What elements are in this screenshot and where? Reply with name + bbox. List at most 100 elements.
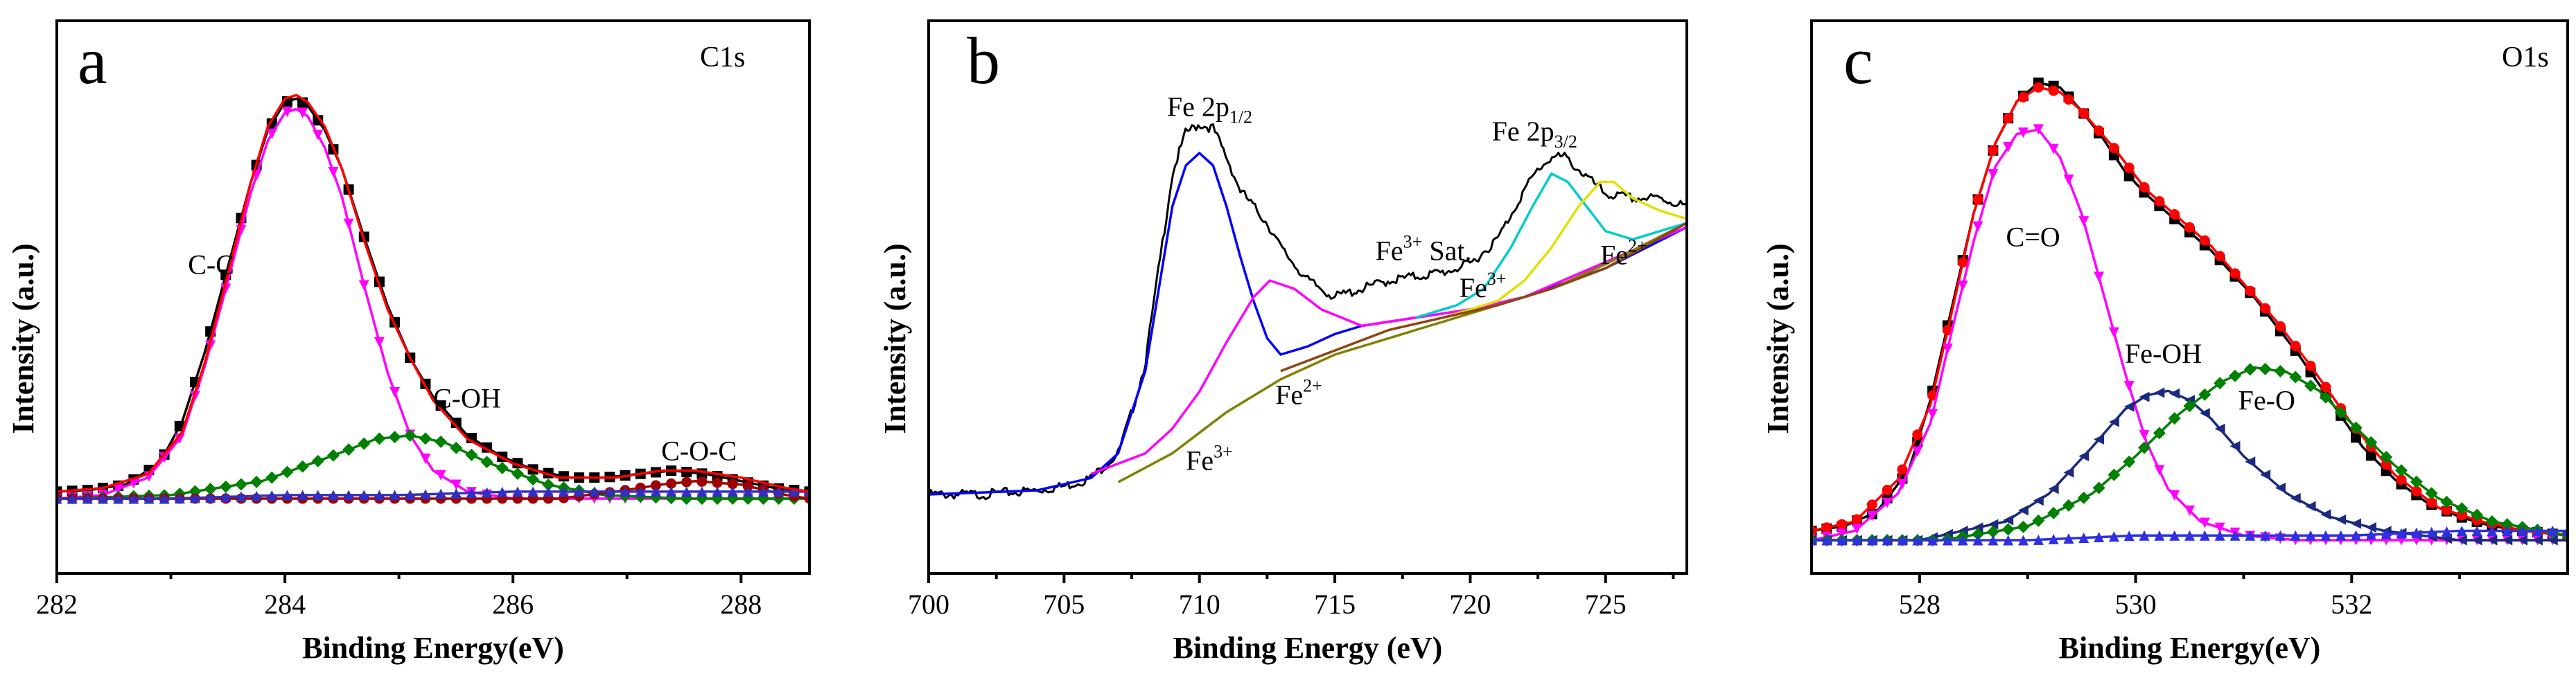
- data-point: [374, 337, 385, 348]
- data-point: [174, 493, 185, 504]
- data-point: [511, 467, 524, 480]
- data-point: [2062, 499, 2075, 512]
- data-point: [2154, 196, 2165, 207]
- data-point: [2229, 268, 2241, 279]
- data-point: [234, 478, 247, 491]
- data-point: [2365, 522, 2376, 533]
- data-point: [343, 218, 354, 229]
- data-point: [358, 437, 371, 450]
- data-point: [742, 481, 753, 492]
- data-point: [2547, 526, 2558, 537]
- data-point: [2425, 487, 2438, 500]
- data-point: [1866, 510, 1877, 521]
- data-point: [2033, 534, 2044, 545]
- data-point: [2123, 530, 2135, 542]
- data-point: [204, 483, 217, 496]
- data-point: [2017, 505, 2029, 516]
- data-point: [420, 453, 431, 464]
- data-point: [2169, 530, 2180, 541]
- data-point: [2517, 535, 2528, 546]
- data-point: [2456, 535, 2467, 546]
- data-point: [2381, 459, 2392, 470]
- data-point: [2169, 490, 2180, 501]
- data-point: [1942, 535, 1953, 546]
- data-point: [1882, 497, 1893, 508]
- data-point: [2139, 429, 2150, 440]
- data-point: [326, 449, 340, 462]
- data-point: [1837, 535, 1848, 546]
- data-point: [2154, 465, 2165, 476]
- series-4: [1812, 362, 2568, 546]
- data-point: [2032, 514, 2045, 527]
- data-point: [343, 490, 354, 501]
- data-point: [558, 471, 569, 482]
- data-point: [2139, 530, 2150, 541]
- data-point: [2108, 416, 2119, 427]
- data-point: [2092, 481, 2105, 494]
- data-point: [1988, 535, 1999, 546]
- data-point: [2411, 527, 2422, 538]
- data-point: [1942, 344, 1953, 355]
- series-0: [1812, 77, 2568, 541]
- data-point: [2154, 530, 2165, 541]
- data-point: [482, 487, 493, 498]
- data-point: [681, 486, 692, 497]
- data-point: [2094, 271, 2105, 283]
- data-point: [2487, 526, 2498, 537]
- data-point: [2214, 251, 2225, 262]
- data-point: [82, 493, 93, 504]
- series-2: [1090, 226, 1687, 475]
- data-point: [220, 283, 231, 294]
- plot-area: [929, 123, 1687, 501]
- data-point: [2305, 501, 2316, 512]
- data-point: [2487, 535, 2498, 546]
- data-point: [2228, 369, 2241, 382]
- data-point: [666, 486, 677, 497]
- data-point: [2184, 505, 2195, 516]
- data-point: [2123, 170, 2135, 181]
- data-point: [2094, 434, 2105, 445]
- data-point: [2365, 529, 2376, 540]
- data-point: [542, 479, 555, 492]
- data-point: [2108, 143, 2119, 154]
- data-point: [1972, 522, 1983, 533]
- data-point: [113, 483, 124, 494]
- data-point: [2199, 530, 2210, 541]
- data-point: [1882, 485, 1893, 496]
- data-point: [174, 433, 185, 444]
- data-point: [405, 489, 416, 500]
- data-point: [497, 486, 508, 497]
- data-point: [389, 490, 401, 501]
- data-point: [1837, 519, 1848, 530]
- data-point: [281, 490, 292, 501]
- x-axis-title: Binding Energy(eV): [2059, 631, 2321, 665]
- x-tick-label: 288: [720, 589, 762, 620]
- series-1: [929, 152, 1687, 496]
- data-point: [789, 486, 800, 497]
- y-axis-title: Intensity (a.u.): [6, 243, 40, 434]
- data-point: [2214, 423, 2225, 434]
- data-point: [313, 115, 324, 126]
- data-point: [2123, 162, 2135, 173]
- data-point: [1912, 535, 1923, 546]
- data-point: [2123, 401, 2135, 412]
- data-point: [1972, 528, 1985, 541]
- data-point: [2078, 532, 2089, 543]
- series-line: [1812, 128, 2568, 542]
- data-point: [450, 418, 462, 429]
- data-point: [1972, 535, 1983, 546]
- data-point: [2245, 285, 2256, 296]
- data-point: [2123, 455, 2136, 468]
- data-point: [620, 486, 631, 497]
- data-point: [266, 490, 277, 501]
- data-point: [666, 478, 677, 489]
- data-point: [2063, 175, 2074, 186]
- peak-annotation: Fe 2p3/2: [1492, 116, 1577, 152]
- data-point: [97, 493, 108, 504]
- data-point: [205, 492, 216, 503]
- data-point: [1866, 535, 1877, 546]
- data-point: [296, 460, 309, 473]
- data-point: [2502, 526, 2513, 537]
- data-point: [2456, 526, 2467, 537]
